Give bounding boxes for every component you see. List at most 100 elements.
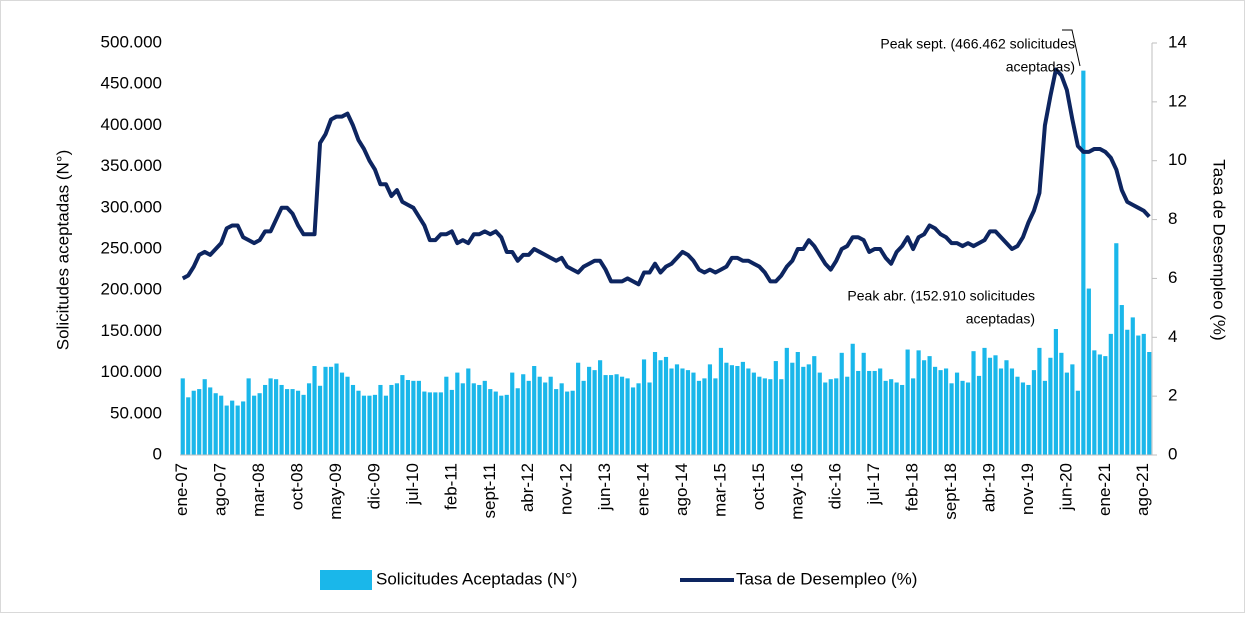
bar [1086, 288, 1091, 455]
bar [482, 380, 487, 455]
bar [543, 382, 548, 455]
x-tick-label: ago-14 [672, 463, 691, 516]
bar [965, 382, 971, 455]
bar [334, 363, 339, 455]
bar [1004, 360, 1009, 455]
bar [757, 376, 762, 455]
bar [295, 390, 301, 455]
bar [823, 382, 828, 455]
y2-tick-label: 2 [1168, 386, 1177, 405]
bar [493, 391, 498, 455]
bar [317, 385, 323, 455]
bar [1130, 317, 1135, 455]
bar [735, 366, 740, 455]
bar [510, 372, 515, 455]
x-tick-label: nov-19 [1018, 463, 1037, 515]
x-tick-label: feb-11 [441, 463, 460, 510]
bar [817, 372, 822, 455]
bar [658, 360, 663, 455]
bar [850, 343, 855, 455]
y-tick-label: 300.000 [101, 197, 162, 216]
bar [779, 379, 784, 455]
y-tick-label: 50.000 [110, 403, 162, 422]
bar [372, 394, 378, 455]
x-tick-label: sept-11 [480, 463, 499, 518]
bar [707, 364, 713, 455]
y2-tick-label: 4 [1168, 327, 1177, 346]
x-tick-label: ene-14 [634, 463, 653, 516]
bar [526, 380, 531, 455]
bar [1119, 305, 1124, 455]
bar [455, 372, 460, 455]
x-tick-label: dic-09 [364, 463, 383, 509]
bar [279, 384, 284, 455]
bar [290, 389, 295, 455]
bar [411, 380, 416, 455]
bar [1097, 354, 1102, 455]
bar [647, 382, 652, 455]
x-tick-label: ago-07 [211, 463, 230, 516]
bar [438, 392, 443, 455]
bar [197, 389, 202, 455]
bar [932, 366, 938, 455]
bar [499, 395, 504, 455]
bar [1103, 356, 1108, 455]
legend-swatch [320, 570, 372, 590]
bar [729, 365, 734, 455]
bar [208, 387, 213, 455]
bar [998, 368, 1004, 455]
annotation: Peak sept. (466.462 solicitudes [880, 36, 1075, 52]
bar [878, 368, 883, 455]
bar [768, 379, 773, 455]
bar [987, 357, 993, 455]
bar [1064, 372, 1069, 455]
x-tick-label: ene-21 [1095, 463, 1114, 516]
bar [213, 393, 218, 455]
bar [554, 389, 559, 455]
bar [361, 395, 367, 455]
bar [488, 389, 493, 455]
bar [1108, 333, 1113, 455]
bar [861, 352, 866, 455]
bar [548, 376, 553, 455]
y-tick-label: 0 [153, 444, 162, 463]
bar [630, 387, 636, 455]
x-tick-label: jul-17 [864, 463, 883, 506]
bar [191, 390, 196, 455]
bar [976, 375, 982, 455]
bar [1031, 370, 1037, 455]
bar [1125, 329, 1130, 455]
bar [762, 378, 767, 455]
bar [405, 380, 410, 455]
bar [350, 384, 356, 455]
bar [839, 352, 844, 455]
bar [949, 383, 954, 455]
bar [383, 395, 389, 455]
bar [241, 401, 246, 455]
bar [922, 360, 927, 455]
bar [252, 395, 257, 455]
y2-tick-label: 10 [1168, 150, 1187, 169]
bar [663, 356, 669, 455]
bar [1141, 333, 1146, 455]
bar [224, 405, 229, 455]
bar [504, 394, 509, 455]
y2-tick-label: 14 [1168, 32, 1187, 51]
bar [576, 362, 581, 455]
x-tick-label: jun-13 [595, 463, 614, 511]
bar [993, 355, 998, 455]
bar [433, 392, 438, 455]
bar [696, 380, 702, 455]
bar [674, 364, 680, 455]
bar [471, 383, 476, 455]
bar [927, 356, 932, 455]
bar [636, 383, 641, 455]
bar [608, 375, 614, 455]
y-tick-label: 450.000 [101, 74, 162, 93]
bar [1020, 382, 1026, 455]
bar [449, 389, 454, 455]
bar [1059, 352, 1064, 455]
bar [306, 383, 312, 455]
bar [740, 361, 745, 455]
bar [954, 372, 960, 455]
